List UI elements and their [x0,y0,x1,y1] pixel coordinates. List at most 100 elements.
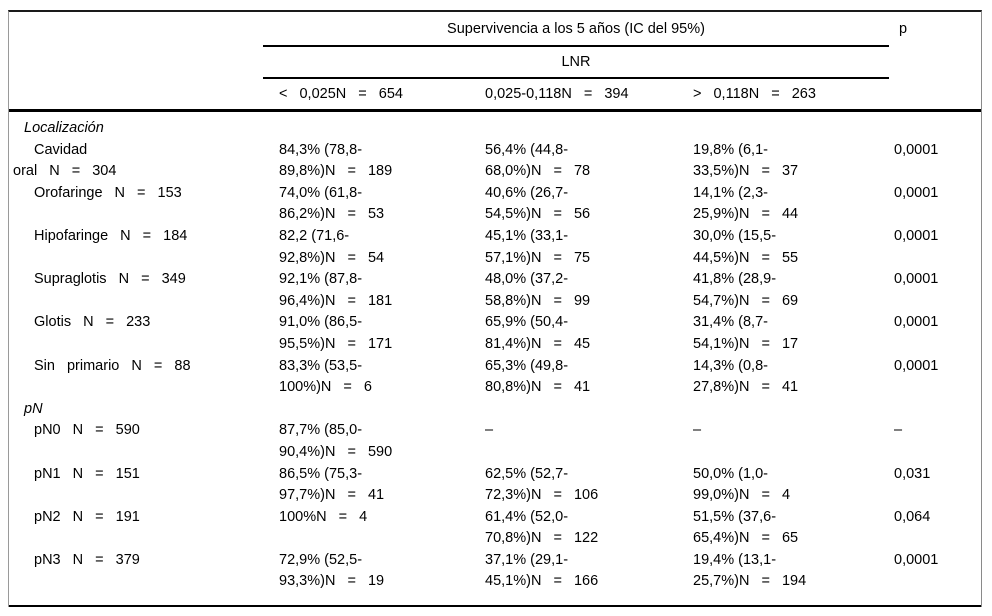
row-label-line2 [13,528,279,550]
value-line: 72,3%)N = 106 [485,487,599,504]
value-line: 50,0% (1,0- [693,465,768,482]
value-line: 51,5% (37,6- [693,508,777,525]
row-label-line2 [13,291,279,313]
row-label-cell: pN2 N = 191 [9,507,279,550]
cell-lnr-low: 91,0% (86,5- 95,5%)N = 171 [279,312,485,355]
row-label-line1: Hipofaringe N = 184 [34,227,188,244]
value-line: 58,8%)N = 99 [485,292,591,309]
value-line: 31,4% (8,7- [693,314,768,331]
row-label-line1: Sin primario N = 88 [34,357,191,374]
value-line: 95,5%)N = 171 [279,335,393,352]
section-title-localizacion: Localización [24,120,104,136]
header-row-sub: LNR [9,47,981,77]
p-value: 0,031 [894,465,931,482]
value-line: 100%N = 4 [279,508,368,525]
row-label-line1: pN1 N = 151 [34,465,140,482]
cell-p-value: 0,0001 [894,226,981,269]
value-line: 40,6% (26,7- [485,184,569,201]
cell-p-value: 0,0001 [894,140,981,183]
p-value: 0,0001 [894,227,939,244]
value-line: 62,5% (52,7- [485,465,569,482]
row-label-line1: pN0 N = 590 [34,422,140,439]
header-row-columns: < 0,025N = 654 0,025-0,118N = 394 > 0,11… [9,79,981,109]
table-row-orofaringe: Orofaringe N = 153 74,0% (61,8- 86,2%)N … [9,183,981,226]
header-rule-bottom [263,77,889,79]
row-label-cell: pN1 N = 151 [9,464,279,507]
value-line: 54,7%)N = 69 [693,292,799,309]
row-label-line1: Glotis N = 233 [34,314,151,331]
cell-p-value: 0,031 [894,464,981,507]
table-row-pn0: pN0 N = 590 87,7% (85,0- 90,4%)N = 590 –… [9,420,981,463]
cell-lnr-low: 72,9% (52,5- 93,3%)N = 19 [279,550,485,593]
cell-lnr-mid: 62,5% (52,7- 72,3%)N = 106 [485,464,693,507]
value-line [485,442,693,464]
cell-lnr-high: 19,8% (6,1- 33,5%)N = 37 [693,140,894,183]
row-label-cell: Supraglotis N = 349 [9,269,279,312]
p-value: 0,0001 [894,551,939,568]
table-header: Supervivencia a los 5 años (IC del 95%) … [9,12,981,112]
table-row-glotis: Glotis N = 233 91,0% (86,5- 95,5%)N = 17… [9,312,981,355]
cell-lnr-mid: 45,1% (33,1- 57,1%)N = 75 [485,226,693,269]
value-line: 96,4%)N = 181 [279,292,393,309]
value-line: 14,3% (0,8- [693,357,768,374]
cell-p-value: – [894,420,981,463]
table-row-hipofaringe: Hipofaringe N = 184 82,2 (71,6- 92,8%)N … [9,226,981,269]
value-line: 45,1% (33,1- [485,227,569,244]
cell-lnr-high: 19,4% (13,1- 25,7%)N = 194 [693,550,894,593]
value-line: 45,1%)N = 166 [485,573,599,590]
value-line: 74,0% (61,8- [279,184,363,201]
cell-lnr-high: – [693,420,894,463]
row-label-line2 [13,204,279,226]
value-line: 65,3% (49,8- [485,357,569,374]
p-value: – [894,422,903,439]
cell-lnr-high: 30,0% (15,5- 44,5%)N = 55 [693,226,894,269]
value-line: 48,0% (37,2- [485,271,569,288]
value-line: – [693,422,702,439]
cell-p-value: 0,0001 [894,183,981,226]
row-label-line2 [13,377,279,399]
cell-lnr-mid: 65,9% (50,4- 81,4%)N = 45 [485,312,693,355]
row-label-line2: oral N = 304 [13,163,117,180]
row-label-line2 [13,442,279,464]
value-line: 72,9% (52,5- [279,551,363,568]
value-line: 65,9% (50,4- [485,314,569,331]
value-line: 33,5%)N = 37 [693,163,799,180]
table-row-cavidad-oral: Cavidad oral N = 304 84,3% (78,8- 89,8%)… [9,140,981,183]
section-title-pn: pN [24,400,43,417]
value-line: 25,7%)N = 194 [693,573,807,590]
row-label-line1: Orofaringe N = 153 [34,184,182,201]
cell-lnr-high: 41,8% (28,9- 54,7%)N = 69 [693,269,894,312]
value-line: 99,0%)N = 4 [693,487,791,504]
cell-lnr-low: 86,5% (75,3- 97,7%)N = 41 [279,464,485,507]
cell-lnr-high: 14,1% (2,3- 25,9%)N = 44 [693,183,894,226]
table-row-pn2: pN2 N = 191 100%N = 4 61,4% (52,0- 70,8%… [9,507,981,550]
value-line: 61,4% (52,0- [485,508,569,525]
row-label-line2 [13,248,279,270]
cell-lnr-low: 92,1% (87,8- 96,4%)N = 181 [279,269,485,312]
value-line: 54,5%)N = 56 [485,206,591,223]
cell-lnr-mid: 37,1% (29,1- 45,1%)N = 166 [485,550,693,593]
value-line: – [485,422,494,439]
value-line: 19,4% (13,1- [693,551,777,568]
cell-p-value: 0,0001 [894,356,981,399]
value-line: 27,8%)N = 41 [693,379,799,396]
value-line: 92,1% (87,8- [279,271,363,288]
value-line: 86,5% (75,3- [279,465,363,482]
value-line: 57,1%)N = 75 [485,249,591,266]
value-line: 19,8% (6,1- [693,141,768,158]
row-label-line1: Cavidad [34,141,88,158]
value-line: 100%)N = 6 [279,379,372,396]
row-label-cell: Sin primario N = 88 [9,356,279,399]
cell-lnr-high: 14,3% (0,8- 27,8%)N = 41 [693,356,894,399]
value-line: 93,3%)N = 19 [279,573,385,590]
value-line [279,528,485,550]
cell-lnr-low: 82,2 (71,6- 92,8%)N = 54 [279,226,485,269]
value-line: 70,8%)N = 122 [485,530,599,547]
value-line: 90,4%)N = 590 [279,443,393,460]
row-label-line2 [13,334,279,356]
table-body: Localización Cavidad oral N = 304 84,3% … [9,112,981,608]
cell-lnr-mid: 61,4% (52,0- 70,8%)N = 122 [485,507,693,550]
header-row-span: Supervivencia a los 5 años (IC del 95%) … [9,12,981,45]
value-line: 81,4%)N = 45 [485,335,591,352]
table-row-pn3: pN3 N = 379 72,9% (52,5- 93,3%)N = 19 37… [9,550,981,593]
